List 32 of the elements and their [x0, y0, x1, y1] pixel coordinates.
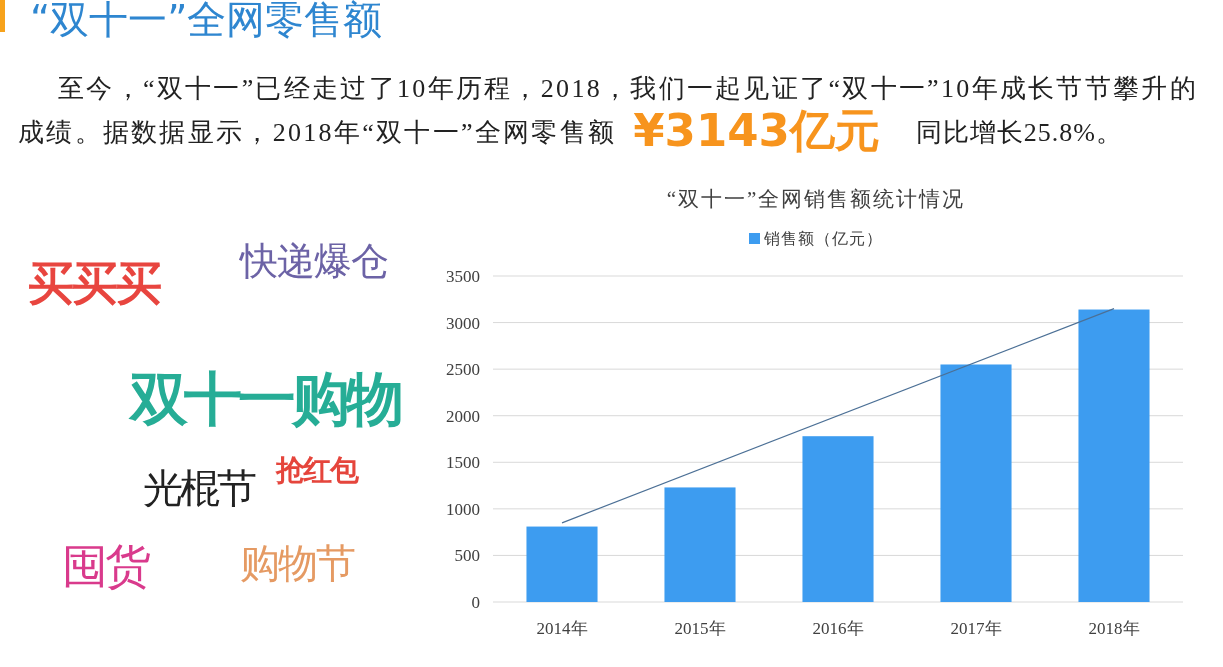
- text: 快递爆仓: [240, 239, 388, 283]
- text: 至今，“双十一”已经走过了10年历程，2018，我们一起见证了“双十一”10年成长节节攀升的: [58, 74, 1198, 103]
- x-tick-label: 2018年: [1088, 619, 1140, 638]
- text: 双十一购物: [130, 365, 400, 433]
- bar: [802, 436, 874, 602]
- bar: [526, 526, 598, 602]
- y-tick-label: 3500: [446, 267, 480, 286]
- y-tick-label: 1500: [446, 453, 480, 473]
- y-tick-label: 1000: [446, 499, 480, 519]
- x-tick-label: 2017年: [950, 619, 1002, 638]
- chart-title: “双十一”全网销售额统计情况: [666, 187, 966, 211]
- bar: [1078, 309, 1150, 602]
- x-tick-label: 2015年: [674, 619, 726, 638]
- bar: [940, 364, 1012, 602]
- y-tick-label: 3000: [446, 313, 480, 333]
- text: “双十一”全网零售额: [30, 0, 383, 42]
- bar: [664, 487, 736, 602]
- y-tick-label: 0: [471, 593, 480, 612]
- text: 光棍节: [143, 465, 254, 511]
- text: 买买买: [28, 256, 160, 310]
- y-tick-label: 2500: [446, 360, 480, 380]
- legend-label: 销售额（亿元）: [763, 229, 883, 247]
- text: 同比增长25.8%。: [915, 118, 1124, 147]
- text: 购物节: [240, 540, 354, 586]
- x-tick-label: 2016年: [812, 619, 864, 638]
- y-tick-label: 500: [454, 546, 480, 566]
- y-tick-label: 2000: [446, 406, 480, 426]
- text: 抢红包: [276, 453, 357, 487]
- text: 成绩。据数据显示，2018年“双十一”全网零售额: [18, 118, 617, 147]
- text: 囤货: [62, 539, 148, 593]
- x-tick-label: 2014年: [536, 619, 588, 638]
- text: ¥3143亿元: [633, 104, 880, 157]
